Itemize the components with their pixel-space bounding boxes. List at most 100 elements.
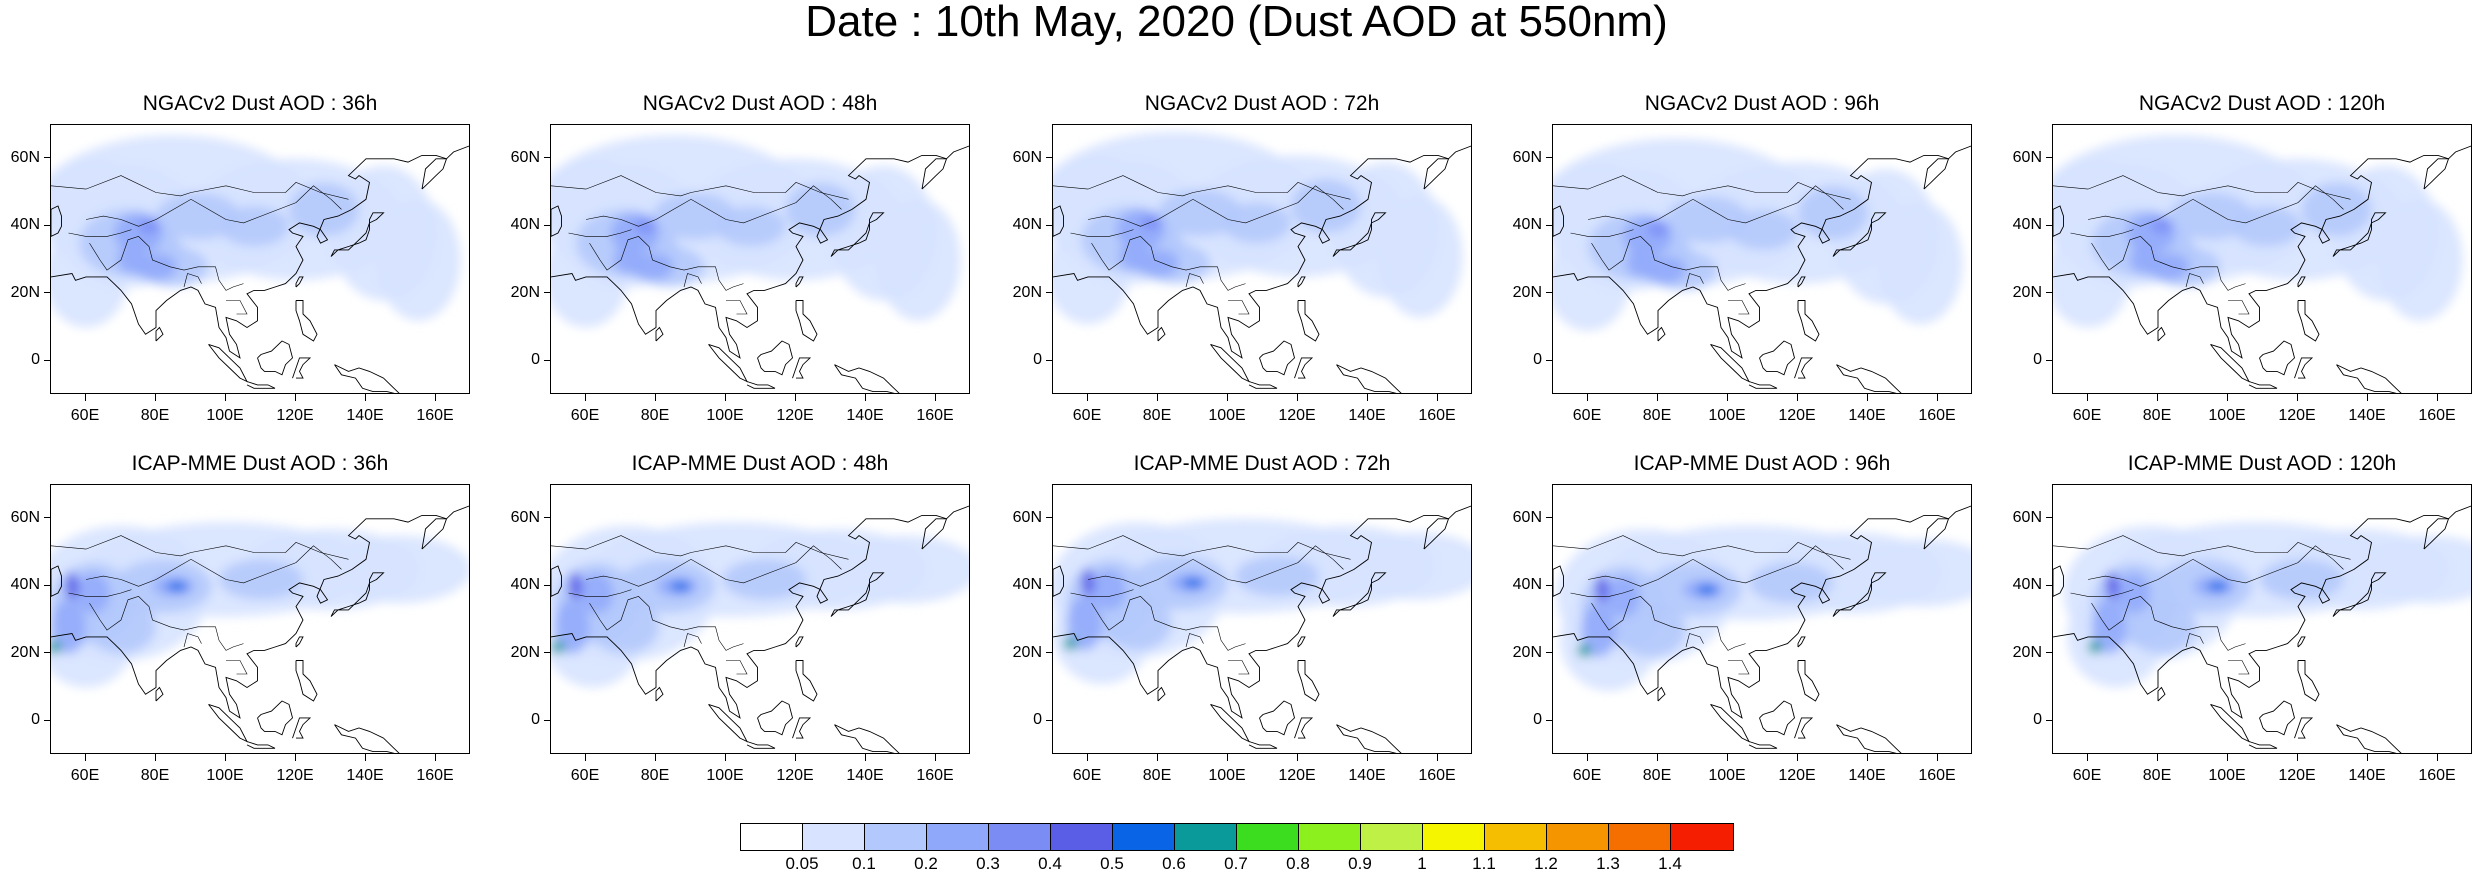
- coastline: [1294, 717, 1314, 739]
- lon-tick: [1086, 394, 1088, 401]
- lon-tick-label: 160E: [1918, 767, 1956, 784]
- lat-tick-label: 60N: [10, 508, 40, 526]
- coastline: [830, 212, 885, 257]
- coastline: [708, 343, 749, 383]
- lat-tick-label: 20N: [510, 283, 540, 301]
- lon-tick-label: 80E: [2142, 407, 2172, 424]
- dust-plume: [715, 206, 786, 247]
- dust-map: [551, 135, 969, 393]
- lon-tick-label: 100E: [206, 767, 244, 784]
- colorbar-label: 0.1: [852, 854, 876, 873]
- coastline: [792, 717, 812, 739]
- panel-title: ICAP-MME Dust AOD : 36h: [131, 452, 389, 475]
- country-border: [1570, 229, 1634, 237]
- lon-tick-label: 80E: [140, 407, 170, 424]
- lon-tick-label: 140E: [846, 767, 884, 784]
- lat-tick: [44, 584, 50, 586]
- country-border: [183, 273, 202, 288]
- coastline: [551, 145, 969, 359]
- country-border: [2091, 236, 2246, 291]
- country-border: [1185, 273, 1204, 288]
- country-border: [1728, 300, 1750, 315]
- lon-tick: [654, 394, 656, 401]
- lon-tick: [84, 394, 86, 401]
- colorbar-label: 1.1: [1472, 854, 1496, 873]
- lat-tick: [1546, 719, 1552, 721]
- dust-plume: [65, 572, 79, 600]
- lat-tick-label: 40N: [2012, 576, 2042, 594]
- lat-tick-label: 20N: [1512, 283, 1542, 301]
- lon-tick-label: 100E: [1208, 767, 1246, 784]
- country-border: [1228, 660, 1250, 675]
- map-panel: [1552, 124, 1972, 394]
- lon-tick-label: 160E: [2418, 767, 2456, 784]
- dust-plume: [1291, 179, 1361, 233]
- coastline: [795, 276, 804, 288]
- coastline: [1336, 364, 1402, 393]
- colorbar-cell: [1609, 824, 1671, 850]
- coastline: [208, 343, 249, 383]
- country-border: [1570, 589, 1634, 597]
- coastline: [2297, 660, 2320, 702]
- lat-tick-label: 40N: [10, 576, 40, 594]
- dust-plume: [117, 246, 146, 274]
- lat-tick-label: 0: [31, 351, 40, 369]
- map-panel: [2052, 484, 2472, 754]
- coastline: [1797, 636, 1806, 648]
- coastline: [757, 700, 794, 736]
- lat-tick: [1046, 652, 1052, 654]
- lon-tick: [434, 754, 436, 761]
- lon-tick-label: 120E: [276, 407, 314, 424]
- lon-tick-label: 120E: [2278, 767, 2316, 784]
- dust-plume: [51, 599, 86, 654]
- colorbar-label: 1.4: [1658, 854, 1682, 873]
- country-border: [89, 596, 244, 651]
- coastline: [792, 357, 812, 379]
- coastline: [1797, 276, 1806, 288]
- coastline: [51, 205, 62, 237]
- panel-title: NGACv2 Dust AOD : 72h: [1144, 92, 1380, 115]
- colorbar-label: 0.7: [1224, 854, 1248, 873]
- dust-map: [1053, 131, 1471, 393]
- lat-tick-label: 0: [1033, 711, 1042, 729]
- colorbar-label: 1.2: [1534, 854, 1558, 873]
- dust-plume: [554, 599, 590, 654]
- colorbar-cell: [1671, 824, 1733, 850]
- lat-tick-label: 40N: [1512, 576, 1542, 594]
- coastline: [1297, 300, 1320, 342]
- lon-tick: [294, 754, 296, 761]
- colorbar-cell: [741, 824, 803, 850]
- coastline: [655, 326, 664, 342]
- dust-map: [1053, 505, 1471, 753]
- country-border: [1053, 175, 1351, 200]
- dust-plume: [75, 572, 111, 614]
- coastline: [1157, 326, 1166, 342]
- lon-tick-label: 140E: [1848, 767, 1886, 784]
- dust-plume: [589, 599, 660, 654]
- dust-map: [51, 505, 469, 753]
- lat-tick-label: 0: [31, 711, 40, 729]
- lon-tick: [1436, 754, 1438, 761]
- lat-tick-label: 20N: [1012, 283, 1042, 301]
- lon-tick: [1586, 394, 1588, 401]
- dust-plume: [2126, 599, 2197, 654]
- lat-tick: [2046, 157, 2052, 159]
- coastline: [257, 340, 294, 376]
- country-border: [85, 545, 342, 587]
- coastline: [1553, 565, 1564, 597]
- country-border: [2053, 535, 2351, 560]
- country-border: [2070, 229, 2134, 237]
- map-panel: [50, 124, 470, 394]
- lon-tick: [224, 754, 226, 761]
- coastline: [2053, 565, 2064, 597]
- dust-plume: [876, 199, 961, 321]
- coastline: [51, 565, 62, 597]
- coastline: [834, 364, 900, 393]
- coastline: [2336, 724, 2402, 753]
- lon-tick-label: 100E: [206, 407, 244, 424]
- dust-plume: [331, 535, 469, 604]
- country-border: [585, 185, 842, 227]
- country-border: [1728, 660, 1750, 675]
- country-border: [2070, 589, 2134, 597]
- dust-plume: [376, 199, 461, 321]
